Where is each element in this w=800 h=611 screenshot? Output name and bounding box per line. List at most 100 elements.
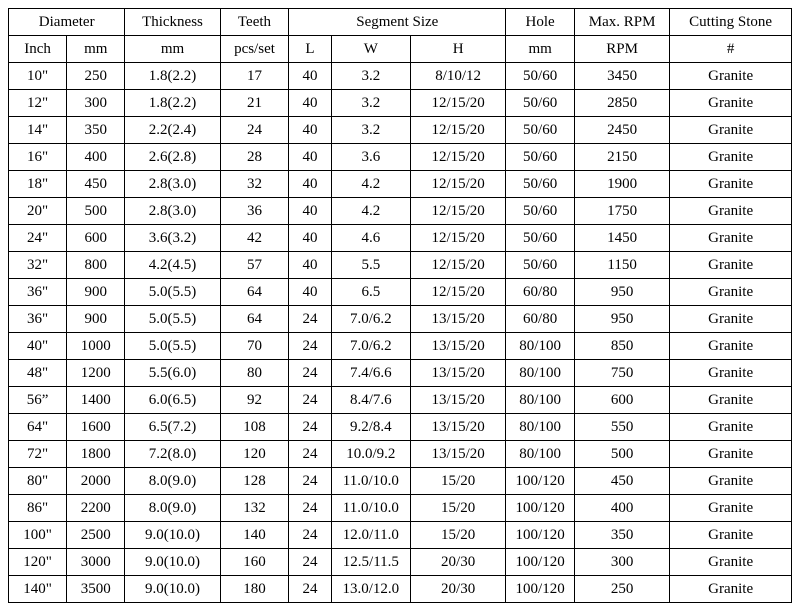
table-cell: 50/60 (506, 144, 575, 171)
table-cell: 24 (289, 495, 331, 522)
table-cell: 12/15/20 (411, 144, 506, 171)
table-cell: 5.5(6.0) (125, 360, 220, 387)
table-cell: 9.0(10.0) (125, 522, 220, 549)
header-group: Segment Size (289, 9, 506, 36)
table-cell: 2.8(3.0) (125, 198, 220, 225)
table-cell: 24 (289, 414, 331, 441)
table-cell: 13/15/20 (411, 306, 506, 333)
table-cell: 100/120 (506, 522, 575, 549)
table-cell: Granite (670, 360, 792, 387)
table-cell: 40 (289, 252, 331, 279)
table-cell: 24 (289, 387, 331, 414)
table-cell: Granite (670, 63, 792, 90)
table-cell: 40 (289, 171, 331, 198)
table-row: 18"4502.8(3.0)32404.212/15/2050/601900Gr… (9, 171, 792, 198)
table-cell: 7.4/6.6 (331, 360, 410, 387)
table-cell: 13/15/20 (411, 333, 506, 360)
table-cell: 9.0(10.0) (125, 576, 220, 603)
table-cell: 8.0(9.0) (125, 468, 220, 495)
table-cell: 86" (9, 495, 67, 522)
table-row: 16"4002.6(2.8)28403.612/15/2050/602150Gr… (9, 144, 792, 171)
table-cell: 80/100 (506, 333, 575, 360)
table-row: 48"12005.5(6.0)80247.4/6.613/15/2080/100… (9, 360, 792, 387)
table-cell: 40 (289, 198, 331, 225)
header-sub: Inch (9, 36, 67, 63)
table-row: 14"3502.2(2.4)24403.212/15/2050/602450Gr… (9, 117, 792, 144)
table-row: 24"6003.6(3.2)42404.612/15/2050/601450Gr… (9, 225, 792, 252)
table-cell: 64" (9, 414, 67, 441)
table-cell: 1600 (67, 414, 125, 441)
table-cell: 8/10/12 (411, 63, 506, 90)
table-cell: 400 (67, 144, 125, 171)
table-cell: 24 (289, 522, 331, 549)
table-row: 140"35009.0(10.0)1802413.0/12.020/30100/… (9, 576, 792, 603)
table-header: DiameterThicknessTeethSegment SizeHoleMa… (9, 9, 792, 63)
table-row: 64"16006.5(7.2)108249.2/8.413/15/2080/10… (9, 414, 792, 441)
table-cell: 80/100 (506, 441, 575, 468)
table-cell: 132 (220, 495, 289, 522)
header-group: Diameter (9, 9, 125, 36)
table-cell: 3.6(3.2) (125, 225, 220, 252)
table-cell: 8.4/7.6 (331, 387, 410, 414)
table-cell: 500 (575, 441, 670, 468)
table-cell: 32 (220, 171, 289, 198)
table-cell: 6.5 (331, 279, 410, 306)
header-group: Cutting Stone (670, 9, 792, 36)
table-cell: Granite (670, 522, 792, 549)
table-cell: 80/100 (506, 414, 575, 441)
table-cell: 4.2 (331, 198, 410, 225)
table-cell: 120 (220, 441, 289, 468)
table-cell: 12" (9, 90, 67, 117)
table-cell: 450 (67, 171, 125, 198)
table-cell: 64 (220, 306, 289, 333)
table-row: 12"3001.8(2.2)21403.212/15/2050/602850Gr… (9, 90, 792, 117)
header-group: Thickness (125, 9, 220, 36)
table-cell: 350 (575, 522, 670, 549)
table-cell: Granite (670, 171, 792, 198)
table-cell: 40 (289, 279, 331, 306)
table-cell: 12/15/20 (411, 279, 506, 306)
table-cell: 24 (289, 333, 331, 360)
table-cell: 3450 (575, 63, 670, 90)
table-cell: 3000 (67, 549, 125, 576)
table-cell: 6.5(7.2) (125, 414, 220, 441)
table-cell: 1000 (67, 333, 125, 360)
table-cell: 12/15/20 (411, 252, 506, 279)
table-cell: 1.8(2.2) (125, 90, 220, 117)
table-row: 72"18007.2(8.0)1202410.0/9.213/15/2080/1… (9, 441, 792, 468)
table-cell: 50/60 (506, 90, 575, 117)
table-cell: 300 (575, 549, 670, 576)
table-row: 40"10005.0(5.5)70247.0/6.213/15/2080/100… (9, 333, 792, 360)
table-cell: 50/60 (506, 63, 575, 90)
table-cell: 40 (289, 117, 331, 144)
table-cell: 12/15/20 (411, 171, 506, 198)
table-cell: 70 (220, 333, 289, 360)
header-row-groups: DiameterThicknessTeethSegment SizeHoleMa… (9, 9, 792, 36)
table-cell: Granite (670, 576, 792, 603)
table-cell: 2850 (575, 90, 670, 117)
table-cell: 1150 (575, 252, 670, 279)
table-cell: 900 (67, 279, 125, 306)
table-cell: 48" (9, 360, 67, 387)
table-cell: 40" (9, 333, 67, 360)
table-cell: 100/120 (506, 495, 575, 522)
table-cell: 12/15/20 (411, 90, 506, 117)
table-cell: 50/60 (506, 252, 575, 279)
table-cell: 50/60 (506, 171, 575, 198)
table-cell: 24 (289, 360, 331, 387)
table-cell: 350 (67, 117, 125, 144)
table-cell: 100" (9, 522, 67, 549)
table-cell: Granite (670, 306, 792, 333)
table-cell: 4.6 (331, 225, 410, 252)
header-sub: mm (67, 36, 125, 63)
table-cell: 3.6 (331, 144, 410, 171)
table-cell: 2500 (67, 522, 125, 549)
header-sub: mm (125, 36, 220, 63)
table-cell: 1750 (575, 198, 670, 225)
table-cell: 72" (9, 441, 67, 468)
table-cell: 2200 (67, 495, 125, 522)
table-cell: Granite (670, 198, 792, 225)
table-cell: Granite (670, 90, 792, 117)
table-cell: 12/15/20 (411, 117, 506, 144)
table-cell: Granite (670, 144, 792, 171)
